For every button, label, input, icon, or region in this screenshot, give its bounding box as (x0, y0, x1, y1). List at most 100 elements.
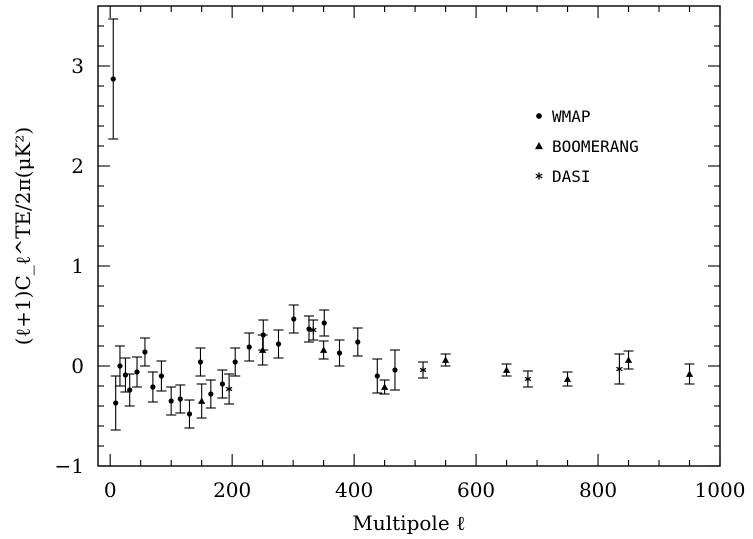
legend-boomerang-label: BOOMERANG (552, 137, 639, 156)
boomerang-marker (563, 375, 572, 382)
wmap-point (389, 349, 400, 391)
wmap-marker (186, 411, 193, 417)
wmap-point (124, 373, 135, 407)
wmap-point (114, 345, 125, 387)
wmap-point (217, 369, 228, 399)
wmap-marker (232, 359, 238, 365)
dasi-point (308, 319, 319, 341)
wmap-point (288, 304, 299, 334)
wmap-point (184, 399, 195, 429)
y-tick-label: −1 (55, 454, 84, 478)
x-tick-label: 600 (457, 478, 495, 502)
x-tick-label: 200 (213, 478, 251, 502)
y-axis-title: (ℓ+1)C_ℓ^TE/2π(μK²) (11, 127, 35, 345)
wmap-marker (177, 396, 183, 402)
wmap-point (195, 347, 206, 377)
wmap-marker (142, 349, 148, 355)
wmap-marker (355, 339, 361, 345)
boomerang-marker (198, 397, 206, 404)
wmap-point (110, 375, 121, 431)
data-points (108, 18, 695, 431)
boomerang-point (379, 379, 390, 395)
y-tick-label: 0 (71, 354, 84, 378)
wmap-point (205, 379, 216, 409)
plot-frame (97, 5, 721, 467)
wmap-point (108, 18, 119, 140)
wmap-marker (374, 373, 380, 379)
boomerang-point (318, 340, 329, 360)
wmap-marker (336, 350, 343, 356)
wmap-marker (275, 341, 282, 347)
wmap-point (147, 371, 158, 403)
wmap-marker (158, 373, 165, 379)
dasi-point (614, 353, 625, 385)
dasi-point (224, 373, 235, 405)
boomerang-marker (381, 383, 389, 390)
wmap-marker (122, 372, 129, 378)
legend-dasi-label: DASI (552, 167, 591, 186)
wmap-point (132, 356, 143, 388)
boomerang-marker (259, 346, 267, 353)
boomerang-marker (320, 346, 328, 353)
wmap-marker (197, 359, 204, 365)
wmap-marker (291, 316, 297, 322)
plot-border (97, 5, 721, 467)
wmap-point (319, 309, 330, 337)
x-tick-label: 0 (104, 478, 117, 502)
wmap-marker (246, 344, 252, 350)
wmap-marker (168, 398, 174, 404)
wmap-marker (150, 384, 156, 390)
wmap-point (139, 337, 150, 367)
boomerang-point (196, 383, 207, 419)
dasi-point (522, 370, 533, 388)
wmap-point (372, 358, 383, 394)
wmap-point (273, 329, 284, 359)
boomerang-marker (685, 370, 694, 377)
boomerang-marker (624, 356, 633, 363)
y-tick-label: 1 (71, 254, 84, 278)
x-tick-label: 800 (579, 478, 617, 502)
wmap-marker (392, 367, 398, 373)
boomerang-point (440, 353, 451, 367)
boomerang-point (257, 334, 268, 366)
dasi-marker (310, 326, 317, 334)
legend-wmap-marker (536, 113, 542, 119)
wmap-marker (208, 391, 214, 397)
dasi-point (418, 361, 429, 379)
legend-boomerang-marker (535, 142, 543, 150)
wmap-marker (134, 369, 140, 375)
boomerang-marker (502, 366, 511, 373)
wmap-point (334, 339, 345, 367)
wmap-marker (321, 320, 327, 326)
wmap-marker (219, 381, 225, 387)
x-axis-title: Multipole ℓ (352, 511, 465, 535)
boomerang-marker (441, 356, 450, 363)
y-tick-label: 3 (71, 54, 84, 78)
boomerang-point (562, 371, 573, 387)
wmap-point (175, 384, 186, 414)
wmap-point (156, 360, 167, 392)
wmap-point (120, 357, 131, 393)
axis-ticks (98, 6, 721, 467)
wmap-point (166, 386, 177, 416)
wmap-point (352, 327, 363, 357)
boomerang-point (684, 363, 695, 385)
dasi-marker (616, 365, 623, 373)
wmap-marker (117, 363, 123, 369)
legend: WMAP BOOMERANG DASI (535, 107, 639, 186)
y-tick-label: 2 (71, 154, 84, 178)
dasi-marker (225, 385, 233, 393)
wmap-point (230, 347, 241, 377)
dasi-marker (524, 375, 532, 383)
boomerang-point (623, 350, 634, 370)
wmap-point (244, 332, 255, 362)
wmap-marker (306, 326, 312, 332)
dasi-marker (419, 366, 427, 374)
legend-wmap-label: WMAP (552, 107, 591, 126)
wmap-marker (113, 400, 119, 406)
tick-labels: 0 200 400 600 800 1000 −1 0 1 2 3 (55, 54, 746, 502)
legend-dasi-marker (535, 172, 543, 180)
boomerang-point (501, 363, 512, 377)
wmap-marker (110, 76, 116, 82)
